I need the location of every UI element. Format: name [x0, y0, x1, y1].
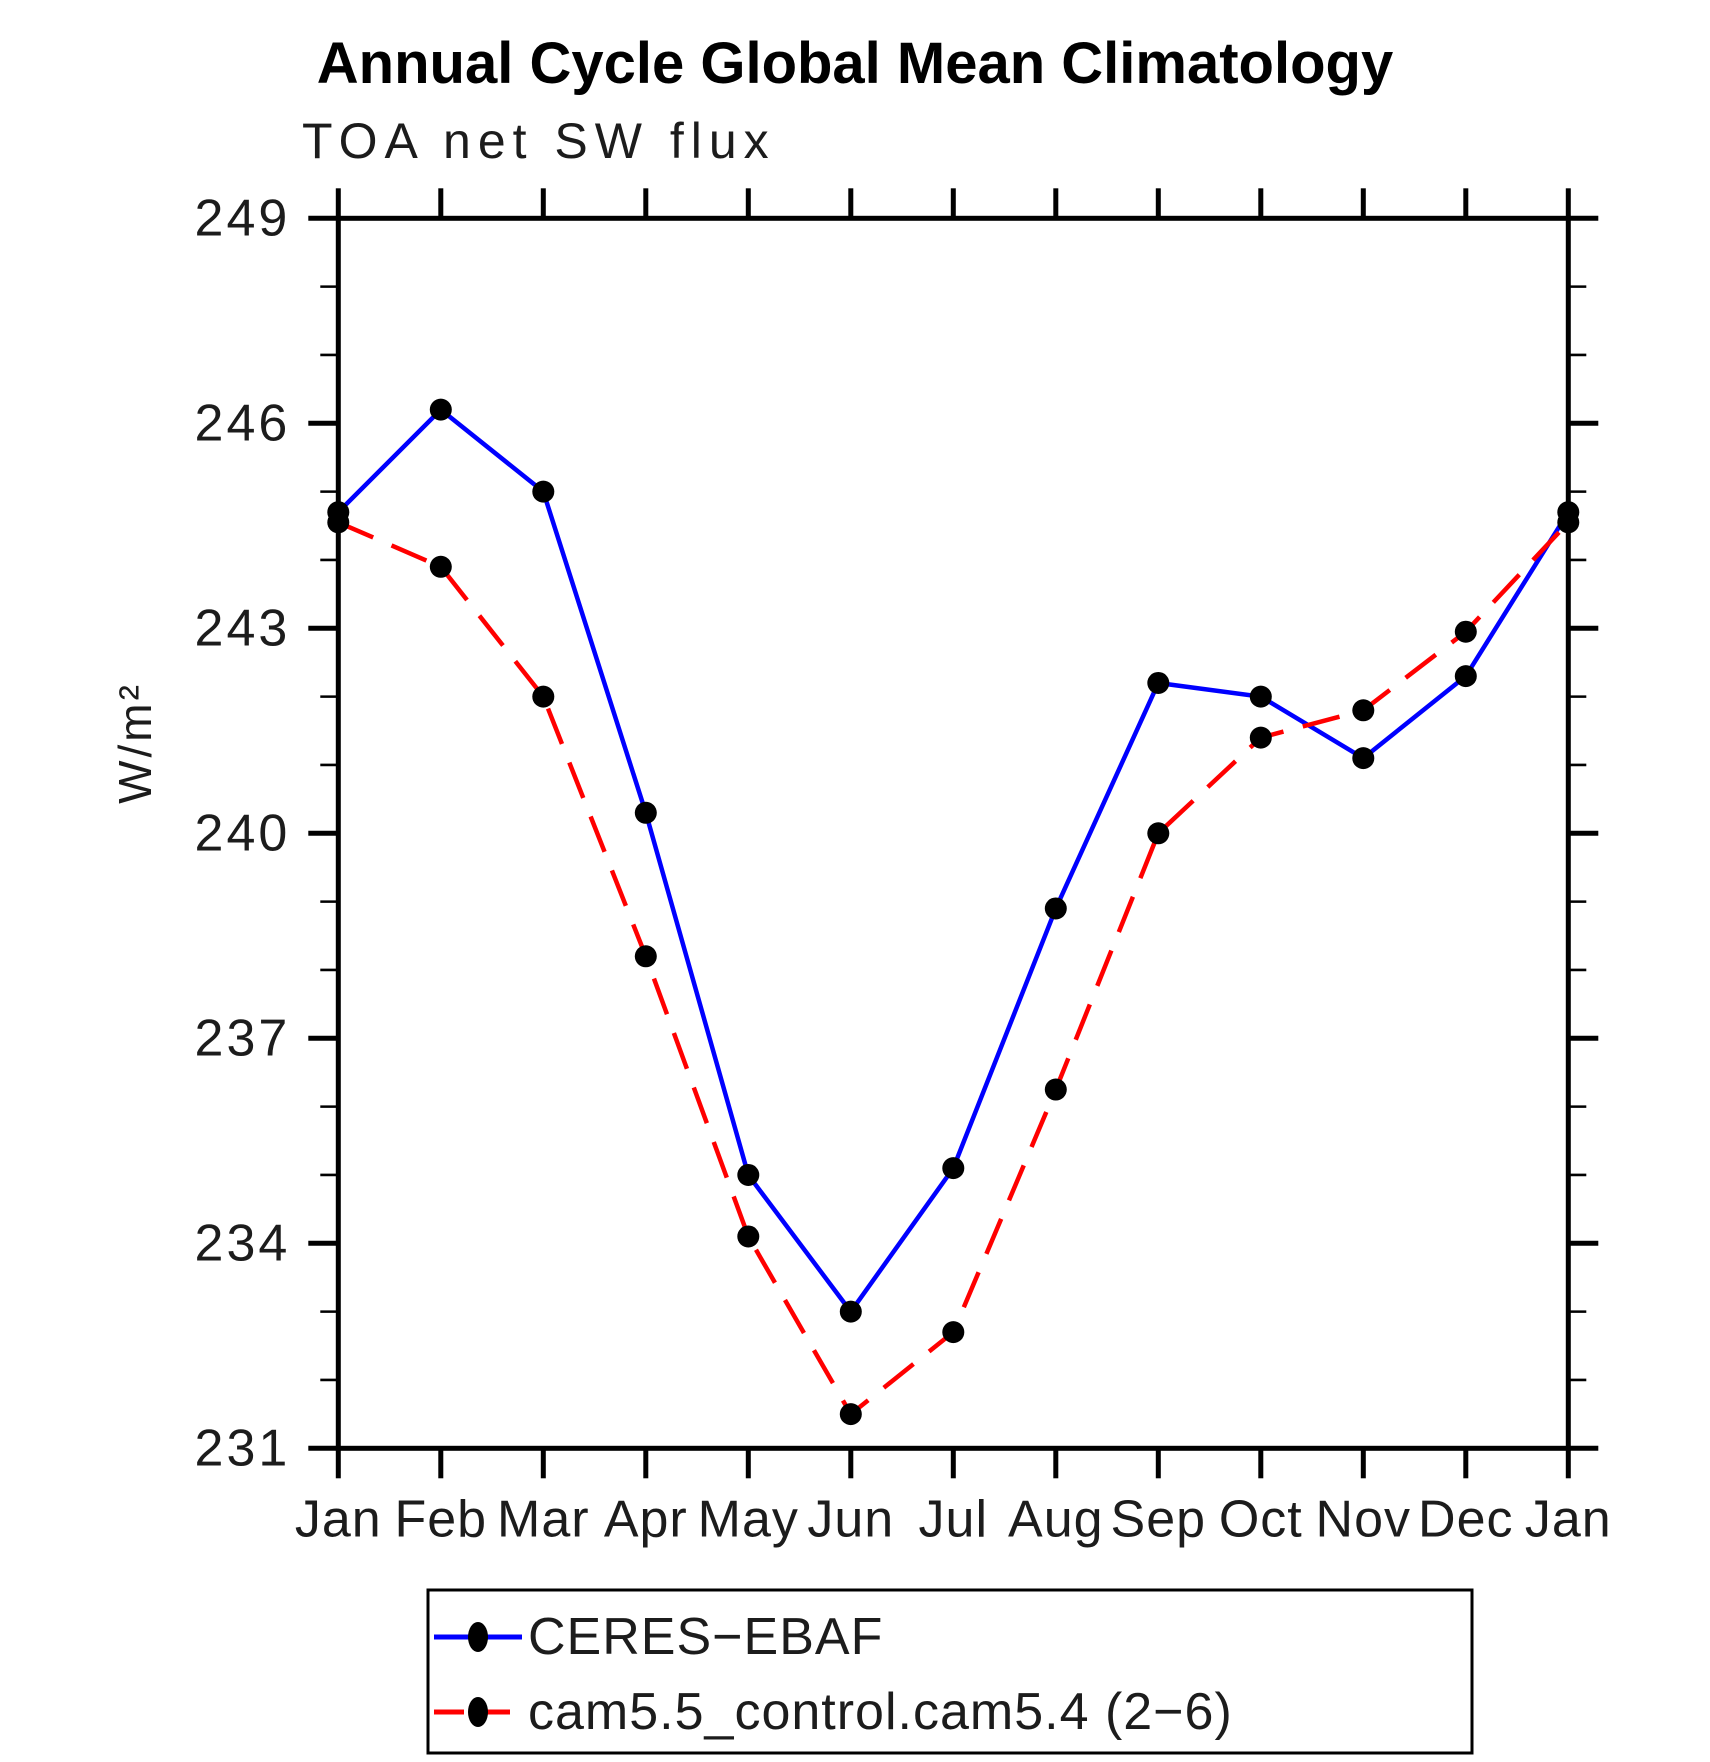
data-point-marker	[942, 1321, 965, 1344]
series-1	[327, 511, 1580, 1426]
x-tick-label: Aug	[1008, 1490, 1104, 1548]
data-point-marker	[532, 480, 555, 503]
data-point-marker	[1044, 897, 1067, 920]
x-tick-label: Sep	[1111, 1490, 1207, 1548]
data-point-marker	[429, 555, 452, 578]
x-tick-label: Oct	[1219, 1490, 1303, 1548]
data-point-marker	[634, 801, 657, 824]
data-point-marker	[327, 511, 350, 534]
data-point-marker	[1454, 620, 1477, 643]
data-point-marker	[737, 1225, 760, 1248]
x-tick-label: Feb	[394, 1490, 487, 1548]
y-tick-label: 246	[195, 394, 291, 452]
x-tick-label: Jan	[295, 1490, 382, 1548]
x-tick-label: Jul	[919, 1490, 988, 1548]
x-tick-label: Apr	[604, 1490, 688, 1548]
series-0	[327, 398, 1580, 1323]
y-tick-labels: 231 234 237 240 243 246 249	[195, 189, 291, 1477]
data-point-marker	[1249, 685, 1272, 708]
data-point-marker	[532, 685, 555, 708]
legend-label: cam5.5_control.cam5.4 (2−6)	[528, 1683, 1233, 1741]
legend-label: CERES−EBAF	[528, 1608, 883, 1666]
data-point-marker	[1352, 747, 1375, 770]
data-point-marker	[634, 945, 657, 968]
data-point-marker	[1147, 671, 1170, 694]
legend-marker	[468, 1622, 488, 1652]
legend-marker	[468, 1697, 488, 1727]
y-axis-ticks	[308, 215, 1599, 1451]
y-tick-label: 234	[195, 1214, 291, 1272]
y-tick-label: 240	[195, 804, 291, 862]
data-point-marker	[1454, 665, 1477, 688]
chart-title: Annual Cycle Global Mean Climatology	[316, 31, 1394, 96]
x-tick-label: Dec	[1418, 1490, 1513, 1548]
x-tick-label: Jun	[807, 1490, 894, 1548]
y-tick-label: 249	[195, 189, 291, 247]
data-point-marker	[1147, 822, 1170, 845]
x-tick-label: Mar	[497, 1490, 590, 1548]
legend-box	[426, 1588, 1474, 1755]
x-axis-ticks	[335, 188, 1571, 1479]
x-tick-labels: Jan Feb Mar Apr May Jun Jul Aug Sep Oct Nov Dec Jan	[295, 1490, 1612, 1548]
plot-border	[335, 215, 1571, 1451]
legend: CERES−EBAF cam5.5_control.cam5.4 (2−6)	[426, 1588, 1474, 1755]
chart-subtitle: TOA net SW flux	[302, 113, 776, 169]
x-tick-label: May	[698, 1490, 799, 1548]
data-point-marker	[1352, 699, 1375, 722]
x-tick-label: Nov	[1316, 1490, 1411, 1548]
data-point-marker	[1249, 726, 1272, 749]
data-point-marker	[839, 1403, 862, 1426]
data-point-marker	[429, 398, 452, 421]
y-tick-label: 237	[195, 1009, 291, 1067]
data-point-marker	[737, 1163, 760, 1186]
series-line-1	[337, 520, 1570, 1418]
y-tick-label: 243	[195, 599, 291, 657]
data-point-marker	[942, 1157, 965, 1180]
data-point-marker	[1044, 1078, 1067, 1101]
y-tick-label: 231	[195, 1419, 291, 1477]
x-tick-label: Jan	[1525, 1490, 1612, 1548]
data-point-marker	[839, 1300, 862, 1323]
data-point-marker	[1557, 511, 1580, 534]
